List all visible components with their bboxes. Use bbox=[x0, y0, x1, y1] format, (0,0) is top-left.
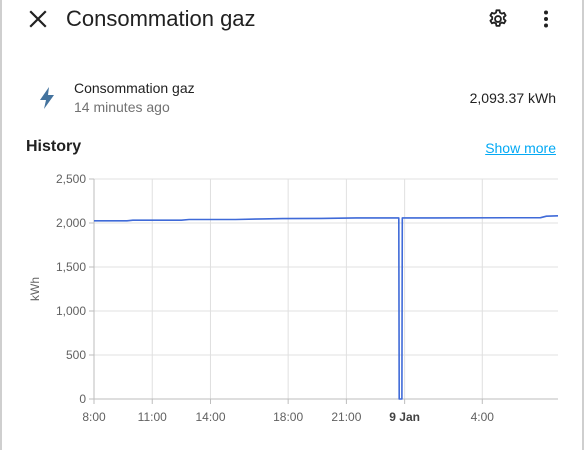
entity-last-changed: 14 minutes ago bbox=[74, 99, 170, 115]
close-icon bbox=[29, 10, 47, 28]
history-chart[interactable]: 0 500 1,000 1,500 2,000 2,500 8:00 11:00 14:00 18… bbox=[2, 168, 582, 438]
series-line-0 bbox=[94, 215, 559, 400]
close-button[interactable] bbox=[24, 5, 52, 33]
more-vert-icon bbox=[544, 10, 548, 28]
dialog-header: Consommation gaz bbox=[2, 0, 582, 40]
x-tick-label: 14:00 bbox=[195, 410, 225, 424]
dialog-title: Consommation gaz bbox=[66, 6, 256, 31]
x-tick-label: 8:00 bbox=[82, 410, 106, 424]
x-tick-label: 4:00 bbox=[471, 410, 495, 424]
settings-button[interactable] bbox=[484, 5, 512, 33]
x-tick-label: 21:00 bbox=[331, 410, 361, 424]
entity-state: 2,093.37 kWh bbox=[469, 90, 556, 106]
flash-icon bbox=[40, 87, 54, 109]
x-tick-label: 18:00 bbox=[273, 410, 303, 424]
x-tick-label: 11:00 bbox=[138, 410, 167, 424]
show-more-link[interactable]: Show more bbox=[485, 140, 556, 156]
entity-name: Consommation gaz bbox=[74, 80, 195, 96]
y-tick-label: 1,500 bbox=[56, 260, 86, 274]
history-title: History bbox=[26, 138, 82, 155]
y-axis-label: kWh bbox=[28, 277, 42, 301]
menu-button[interactable] bbox=[532, 5, 560, 33]
y-tick-label: 0 bbox=[79, 392, 86, 406]
y-tick-label: 500 bbox=[66, 348, 86, 362]
y-tick-label: 1,000 bbox=[56, 304, 86, 318]
entity-row[interactable]: Consommation gaz 14 minutes ago 2,093.37… bbox=[2, 72, 582, 122]
y-tick-label: 2,000 bbox=[56, 216, 86, 230]
y-tick-label: 2,500 bbox=[56, 172, 86, 186]
gear-icon bbox=[489, 9, 507, 27]
x-tick-label: 9 Jan bbox=[389, 410, 420, 424]
